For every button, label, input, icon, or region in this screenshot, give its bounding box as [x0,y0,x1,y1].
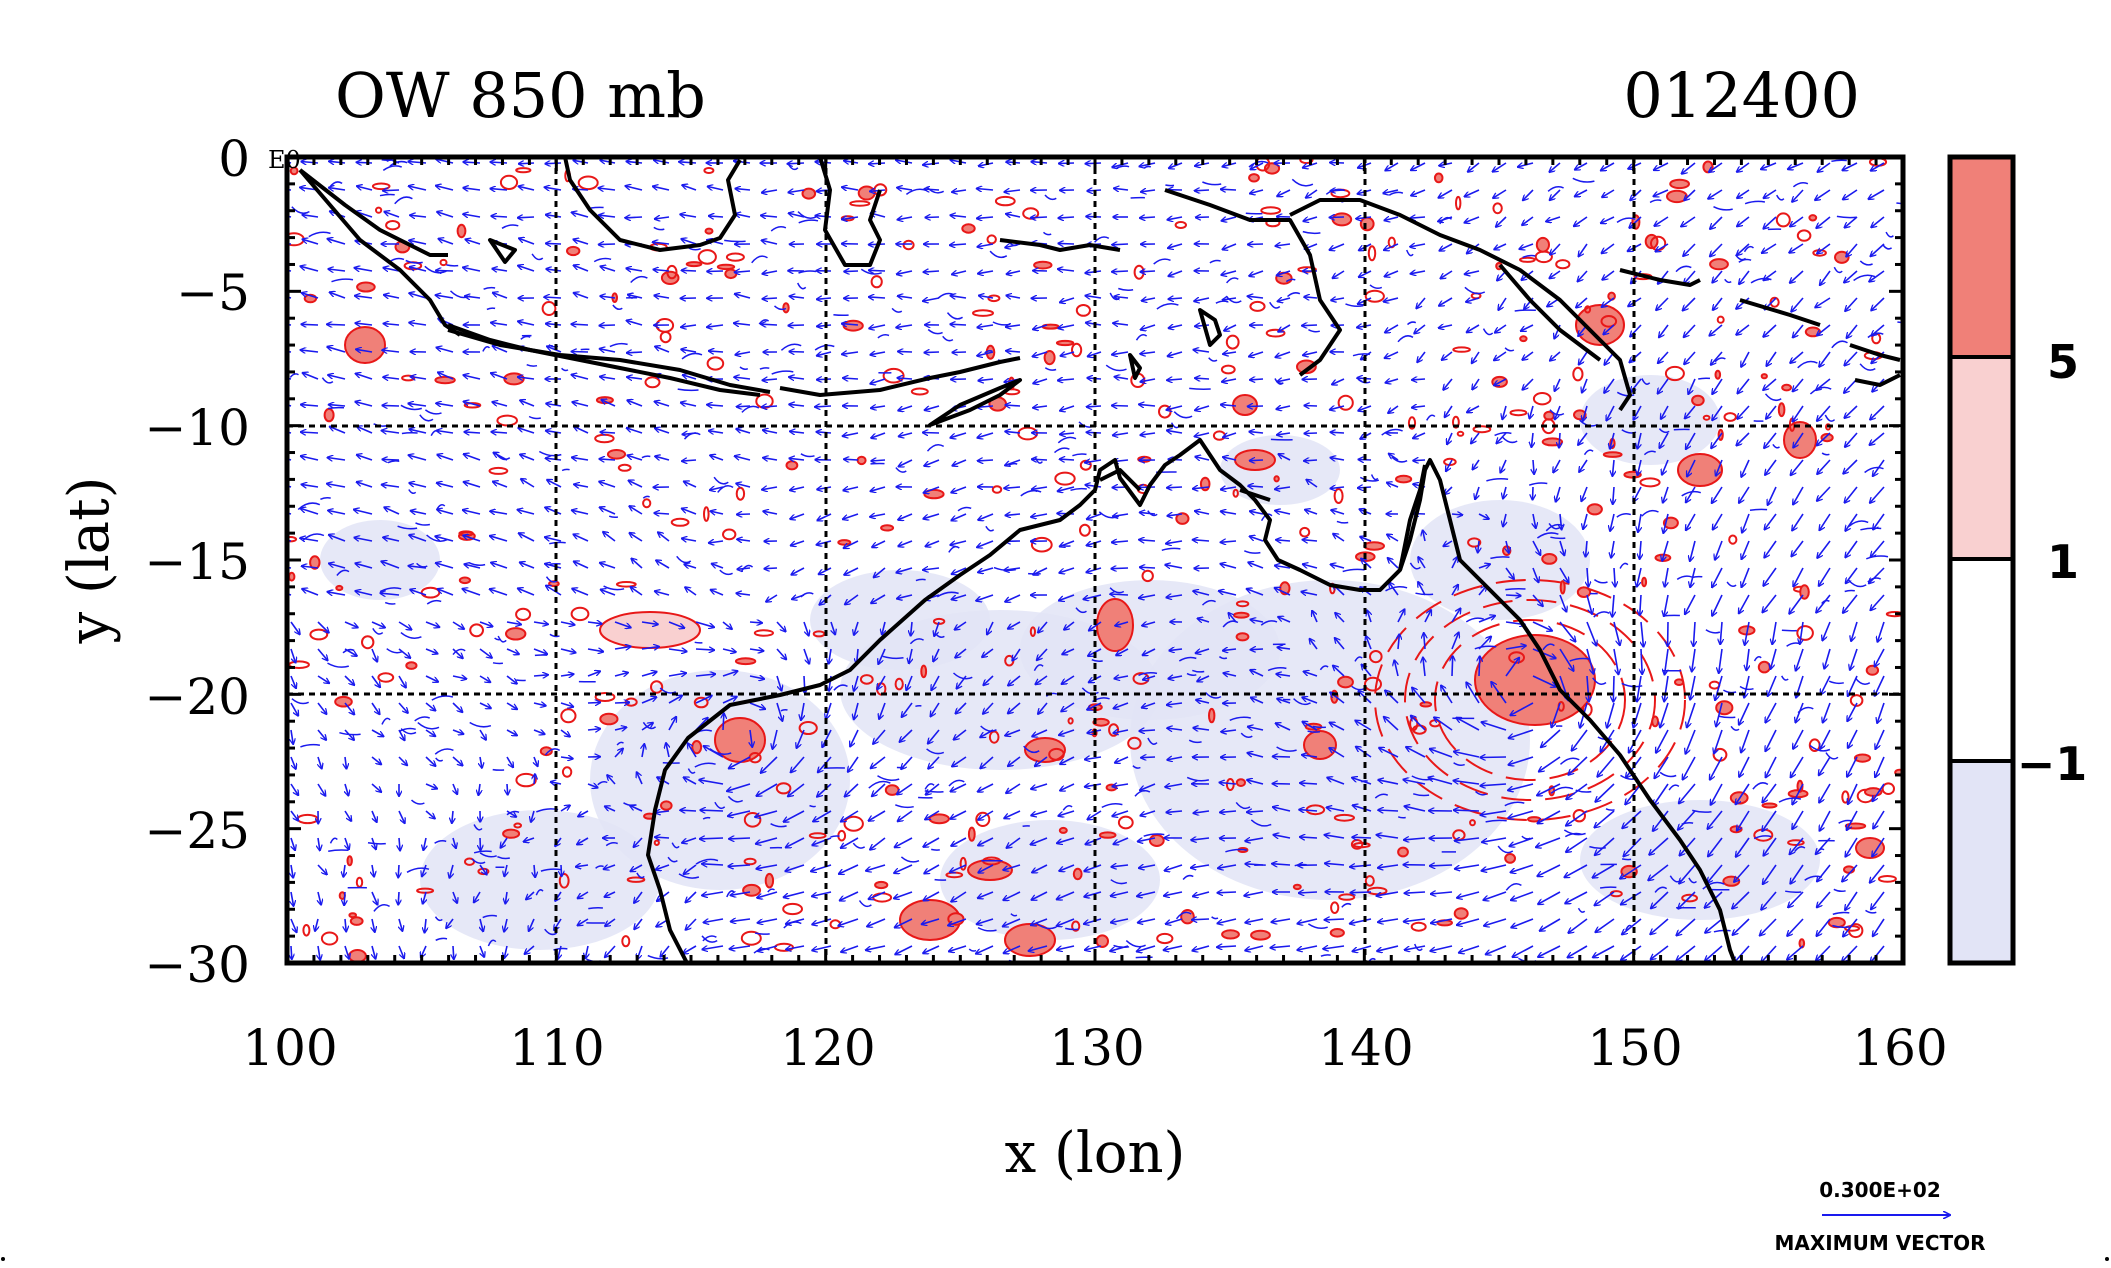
y-tick-label: −15 [144,533,250,591]
x-axis-label: x (lon) [1005,1121,1186,1186]
chart-title: OW 850 mb [335,59,706,132]
colorbar-bin-mid [1950,357,2013,559]
colorbar-label: 1 [2047,535,2079,589]
y-tick-labels: 0 −5 −10 −15 −20 −25 −30 [144,130,250,994]
x-tick-label: 130 [1049,1019,1144,1077]
x-tick-label: 100 [242,1019,337,1077]
y-tick-label: −30 [144,936,250,994]
x-tick-labels: 100 110 120 130 140 150 160 [242,1019,1947,1077]
colorbar-bin-neutral [1950,559,2013,761]
x-tick-label: 160 [1852,1019,1947,1077]
colorbar-label: −1 [2017,737,2088,791]
colorbar-label: 5 [2047,335,2079,389]
x-tick-label: 140 [1318,1019,1413,1077]
x-tick-label: 110 [509,1019,604,1077]
y-tick-label: −25 [144,802,250,860]
vector-key-value: 0.300E+02 [1819,1178,1941,1202]
map-area [272,157,1918,967]
y-tick-label: −5 [176,264,250,322]
colorbar: 5 1 −1 [1950,157,2087,963]
colorbar-bin-high [1950,157,2013,357]
timestamp-label: 012400 [1623,59,1860,132]
vector-key: 0.300E+02 MAXIMUM VECTOR [1774,1178,1985,1255]
y-axis-label: y (lat) [57,477,122,645]
colorbar-bin-low [1950,761,2013,963]
x-tick-label: 150 [1587,1019,1682,1077]
x-tick-label: 120 [780,1019,875,1077]
y-tick-label: −20 [144,668,250,726]
y-tick-label: −10 [144,399,250,457]
corner-label: E0 [268,146,301,174]
y-tick-label: 0 [218,130,250,188]
vector-key-caption: MAXIMUM VECTOR [1774,1231,1985,1255]
